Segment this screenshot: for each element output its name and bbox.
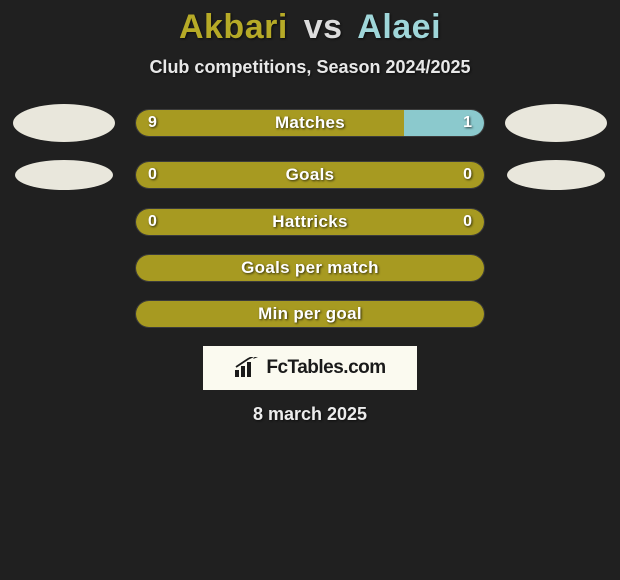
player2-name: Alaei	[357, 8, 441, 46]
brand-text: FcTables.com	[266, 357, 385, 379]
stat-bar: Goals0 0	[135, 161, 485, 189]
stat-bar: Goals per match	[135, 254, 485, 282]
avatar-slot-left	[9, 104, 119, 142]
chart-icon	[234, 357, 260, 379]
stat-value-left: 0	[148, 209, 157, 235]
page-title: Akbari vs Alaei	[0, 8, 620, 47]
player2-avatar	[507, 160, 605, 190]
player2-avatar	[505, 104, 607, 142]
stat-value-right: 0	[463, 162, 472, 188]
stat-row: Hattricks0 0	[0, 208, 620, 236]
stat-value-left: 0	[148, 162, 157, 188]
stat-bar-wrap: Min per goal	[135, 300, 485, 328]
stats-list: Matches91Goals00Hattricks00Goals per mat…	[0, 104, 620, 328]
stat-label: Hattricks	[136, 209, 484, 235]
avatar-slot-left	[9, 160, 119, 190]
stat-label: Goals	[136, 162, 484, 188]
avatar-slot-right	[501, 160, 611, 190]
stat-row: Goals0 0	[0, 160, 620, 190]
player1-name: Akbari	[179, 8, 288, 46]
comparison-card: Akbari vs Alaei Club competitions, Seaso…	[0, 0, 620, 425]
avatar-slot-right	[501, 104, 611, 142]
player1-avatar	[13, 104, 115, 142]
stat-row: Goals per match	[0, 254, 620, 282]
subtitle: Club competitions, Season 2024/2025	[0, 57, 620, 78]
stat-bar: Min per goal	[135, 300, 485, 328]
stat-bar: Matches9 1	[135, 109, 485, 137]
stat-label: Goals per match	[136, 255, 484, 281]
player1-avatar	[15, 160, 113, 190]
stat-label: Min per goal	[136, 301, 484, 327]
stat-row: Min per goal	[0, 300, 620, 328]
vs-label: vs	[304, 8, 343, 46]
stat-bar: Hattricks0 0	[135, 208, 485, 236]
stat-bar-wrap: Hattricks0 0	[135, 208, 485, 236]
stat-value-left: 9	[148, 110, 157, 136]
brand-logo[interactable]: FcTables.com	[203, 346, 417, 390]
stat-bar-wrap: Goals per match	[135, 254, 485, 282]
stat-value-right: 1	[463, 110, 472, 136]
stat-value-right: 0	[463, 209, 472, 235]
stat-bar-wrap: Goals0 0	[135, 161, 485, 189]
stat-row: Matches9 1	[0, 104, 620, 142]
date-label: 8 march 2025	[0, 404, 620, 425]
stat-bar-wrap: Matches9 1	[135, 109, 485, 137]
stat-label: Matches	[136, 110, 484, 136]
